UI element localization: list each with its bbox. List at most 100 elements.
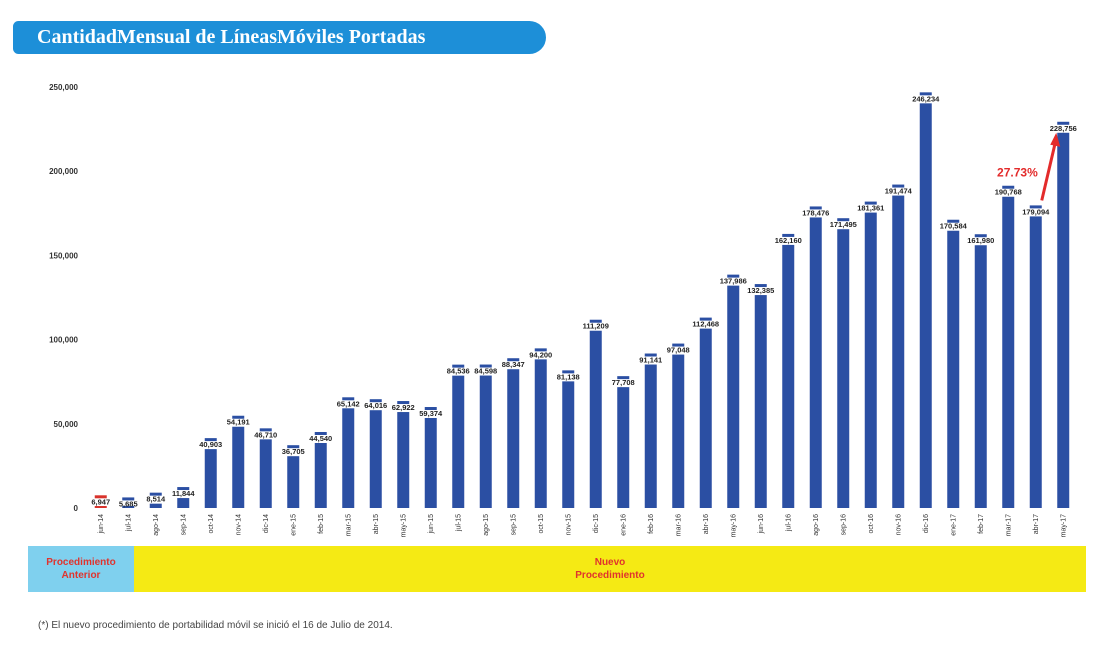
- bar-cap: [919, 92, 932, 96]
- bar-cap: [479, 364, 492, 368]
- x-tick-label: mar-17: [1005, 514, 1012, 536]
- growth-annotation: 27.73%: [997, 165, 1038, 179]
- bar-cap: [644, 353, 657, 357]
- data-label: 181,361: [857, 204, 884, 213]
- band-left-line2: Anterior: [61, 570, 101, 581]
- bar: [727, 285, 740, 508]
- bar: [507, 369, 520, 508]
- data-label: 97,048: [667, 346, 690, 355]
- y-tick-label: 150,000: [49, 251, 78, 260]
- x-tick-label: ene-16: [620, 514, 627, 536]
- bar: [974, 245, 987, 508]
- bar: [122, 506, 135, 508]
- data-label: 11,844: [172, 489, 195, 498]
- footnote: (*) El nuevo procedimiento de portabilid…: [38, 620, 393, 631]
- bar-cap: [94, 495, 107, 499]
- x-tick-label: nov-15: [565, 514, 572, 536]
- data-label: 84,598: [474, 367, 497, 376]
- data-label: 36,705: [282, 447, 305, 456]
- data-label: 62,922: [392, 403, 415, 412]
- data-label: 94,200: [529, 350, 552, 359]
- x-tick-label: abr-15: [373, 514, 380, 534]
- growth-arrow-line: [1040, 142, 1057, 201]
- bar: [1002, 196, 1015, 508]
- band-procedimiento-anterior: Procedimiento Anterior: [28, 546, 134, 592]
- x-tick-label: sep-14: [180, 514, 187, 536]
- bar-cap: [397, 401, 410, 405]
- bar-cap: [727, 274, 740, 278]
- data-label: 59,374: [419, 409, 443, 418]
- x-tick-label: jun-16: [758, 514, 765, 535]
- data-label: 132,385: [747, 286, 774, 295]
- y-tick-label: 200,000: [49, 167, 78, 176]
- x-tick-label: dic-14: [263, 514, 270, 533]
- bar-cap: [232, 415, 245, 419]
- bar: [754, 295, 767, 508]
- x-tick-label: nov-14: [235, 514, 242, 536]
- bar: [204, 449, 217, 508]
- bar-cap: [617, 376, 630, 380]
- bar-cap: [314, 431, 327, 435]
- data-label: 171,495: [830, 220, 857, 229]
- bar-cap: [562, 370, 575, 374]
- bar: [782, 244, 795, 509]
- bar: [947, 230, 960, 508]
- x-tick-label: ago-14: [153, 514, 160, 536]
- bar: [699, 328, 712, 508]
- bar-cap: [837, 218, 850, 222]
- x-tick-label: oct-14: [208, 514, 215, 534]
- bar: [644, 364, 657, 508]
- bar: [479, 375, 492, 508]
- bar-cap: [342, 397, 355, 401]
- data-label: 246,234: [912, 94, 940, 103]
- bar: [919, 103, 932, 508]
- x-tick-label: oct-16: [868, 514, 875, 534]
- bar: [837, 229, 850, 508]
- data-label: 228,756: [1050, 124, 1077, 133]
- bar-cap: [589, 319, 602, 323]
- data-label: 84,536: [447, 367, 470, 376]
- x-tick-label: mar-16: [675, 514, 682, 536]
- data-label: 112,468: [692, 320, 719, 329]
- data-label: 5,685: [119, 499, 138, 508]
- x-tick-label: abr-16: [703, 514, 710, 534]
- bar-cap: [947, 219, 960, 223]
- bar: [1029, 216, 1042, 508]
- bar: [397, 412, 410, 508]
- bar-cap: [892, 184, 905, 188]
- data-label: 191,474: [885, 187, 913, 196]
- bar: [864, 212, 877, 508]
- data-label: 64,016: [364, 401, 387, 410]
- bar-cap: [672, 343, 685, 347]
- bar-cap: [1057, 121, 1070, 125]
- growth-arrow-head: [1050, 132, 1061, 147]
- band-right-line2: Procedimiento: [575, 570, 645, 581]
- bar-cap: [809, 206, 822, 210]
- x-tick-label: jun-14: [98, 514, 105, 535]
- bar-cap: [974, 234, 987, 238]
- bar-cap: [534, 348, 547, 352]
- bar: [177, 498, 190, 508]
- bar: [287, 456, 300, 508]
- chart-title: CantidadMensual de LíneasMóviles Portada…: [37, 26, 426, 48]
- x-tick-label: ene-15: [290, 514, 297, 536]
- data-label: 137,986: [720, 277, 747, 286]
- y-tick-label: 250,000: [49, 83, 78, 92]
- bar-chart: 0 50,000 100,000 150,000 200,000 250,000 6,947…: [49, 83, 1077, 537]
- bar: [1057, 132, 1070, 508]
- x-tick-label: sep-15: [510, 514, 517, 536]
- data-label: 190,768: [995, 188, 1022, 197]
- data-label: 6,947: [91, 497, 110, 506]
- bar-cap: [754, 284, 767, 288]
- x-tick-label: feb-15: [318, 514, 325, 534]
- x-tick-label: jul-14: [125, 514, 132, 532]
- bar-cap: [259, 428, 272, 432]
- data-label: 40,903: [199, 440, 222, 449]
- bar: [314, 442, 327, 508]
- bar: [342, 408, 355, 508]
- bar-cap: [864, 201, 877, 205]
- y-tick-label: 50,000: [54, 420, 79, 429]
- bar: [149, 503, 162, 508]
- data-label: 161,980: [967, 236, 994, 245]
- data-label: 77,708: [612, 378, 635, 387]
